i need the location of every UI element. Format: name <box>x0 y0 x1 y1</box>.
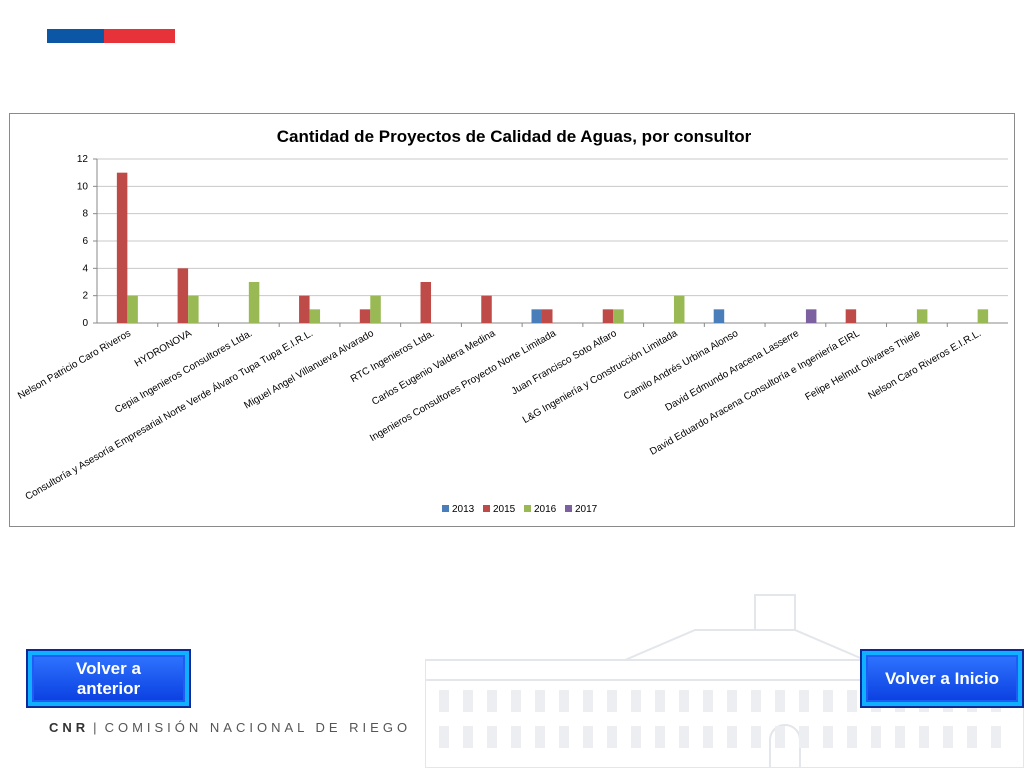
palace-window <box>823 690 833 712</box>
palace-window <box>847 690 857 712</box>
bar-2015 <box>177 268 189 323</box>
footer-organization: CNR | COMISIÓN NACIONAL DE RIEGO <box>49 720 411 735</box>
palace-window <box>439 726 449 748</box>
bar-2015 <box>602 309 614 323</box>
flag-blue-band <box>47 29 104 43</box>
y-tick-label: 4 <box>82 263 88 274</box>
palace-window <box>463 726 473 748</box>
palace-window <box>775 690 785 712</box>
bar-2016 <box>188 295 199 323</box>
x-tick-label: HYDRONOVA <box>133 328 194 370</box>
bar-2013 <box>531 309 542 323</box>
x-tick-label: David Eduardo Aracena Consultoría e Inge… <box>648 328 862 458</box>
palace-window <box>847 726 857 748</box>
legend-label-2015: 2015 <box>493 504 516 515</box>
palace-window <box>559 726 569 748</box>
palace-window <box>799 726 809 748</box>
palace-window <box>823 726 833 748</box>
x-tick-label: Nelson Patricio Caro Riveros <box>16 328 133 402</box>
palace-window <box>679 690 689 712</box>
palace-window <box>943 726 953 748</box>
palace-window <box>511 726 521 748</box>
legend-label-2016: 2016 <box>534 504 557 515</box>
x-tick-label: Consultoría y Asesoría Empresarial Norte… <box>23 326 315 502</box>
palace-window <box>967 726 977 748</box>
footer-org-name: COMISIÓN NACIONAL DE RIEGO <box>104 720 412 735</box>
palace-window <box>991 726 1001 748</box>
bar-2013 <box>713 309 725 323</box>
palace-window <box>463 690 473 712</box>
bar-2015 <box>481 295 492 323</box>
palace-window <box>487 726 497 748</box>
palace-window <box>775 726 785 748</box>
bar-2015 <box>845 309 857 323</box>
x-tick-label: Nelson Caro Riveros E.I.R.L. <box>866 328 983 402</box>
legend-label-2017: 2017 <box>575 504 598 515</box>
chart-container: Cantidad de Proyectos de Calidad de Agua… <box>9 113 1015 527</box>
palace-window <box>871 726 881 748</box>
bar-2016 <box>370 295 381 323</box>
y-tick-label: 12 <box>77 154 89 165</box>
palace-window <box>511 690 521 712</box>
bar-2016 <box>673 295 685 323</box>
y-tick-label: 8 <box>82 209 88 220</box>
palace-window <box>679 726 689 748</box>
palace-window <box>487 690 497 712</box>
legend-swatch-2015 <box>483 505 490 512</box>
bar-2015 <box>299 295 310 323</box>
flag-red-band <box>104 29 175 43</box>
palace-window <box>895 726 905 748</box>
palace-window <box>535 690 545 712</box>
bar-2016 <box>613 309 624 323</box>
bar-2015 <box>359 309 371 323</box>
bar-2016 <box>127 295 138 323</box>
bar-2016 <box>248 282 260 323</box>
x-tick-label: Juan Francisco Soto Alfaro <box>510 328 619 397</box>
palace-window <box>439 690 449 712</box>
y-tick-label: 2 <box>82 291 88 302</box>
palace-window <box>631 690 641 712</box>
palace-window <box>607 690 617 712</box>
y-tick-label: 10 <box>77 181 89 192</box>
y-tick-label: 0 <box>82 318 88 329</box>
palace-window <box>631 726 641 748</box>
legend-swatch-2013 <box>442 505 449 512</box>
back-button[interactable]: Volver a anterior <box>26 649 191 708</box>
palace-window <box>727 726 737 748</box>
palace-window <box>655 726 665 748</box>
footer-brand: CNR <box>49 720 90 735</box>
y-tick-label: 6 <box>82 236 88 247</box>
palace-window <box>535 726 545 748</box>
bar-2016 <box>977 309 989 323</box>
palace-window <box>655 690 665 712</box>
bar-2015 <box>420 282 432 323</box>
bar-2016 <box>309 309 321 323</box>
legend-swatch-2017 <box>565 505 572 512</box>
palace-window <box>703 726 713 748</box>
legend-label-2013: 2013 <box>452 504 475 515</box>
legend-swatch-2016 <box>524 505 531 512</box>
palace-window <box>727 690 737 712</box>
palace-window <box>799 690 809 712</box>
chile-flag-stripe <box>47 29 175 43</box>
palace-window <box>583 726 593 748</box>
palace-window <box>583 690 593 712</box>
palace-window <box>919 726 929 748</box>
bar-2015 <box>116 172 128 323</box>
footer-separator: | <box>93 720 101 735</box>
x-tick-label: Felipe Helmut Olivares Thiele <box>803 328 922 403</box>
bar-chart: Cantidad de Proyectos de Calidad de Agua… <box>16 127 1008 515</box>
palace-window <box>751 690 761 712</box>
bar-2017 <box>805 309 817 323</box>
palace-window <box>607 726 617 748</box>
bar-2015 <box>542 309 553 323</box>
chart-title: Cantidad de Proyectos de Calidad de Agua… <box>277 127 752 146</box>
palace-window <box>703 690 713 712</box>
home-button[interactable]: Volver a Inicio <box>860 649 1024 708</box>
bar-2016 <box>916 309 928 323</box>
palace-window <box>751 726 761 748</box>
palace-window <box>559 690 569 712</box>
x-tick-label: Camilo Andrés Urbina Alonso <box>622 328 741 403</box>
